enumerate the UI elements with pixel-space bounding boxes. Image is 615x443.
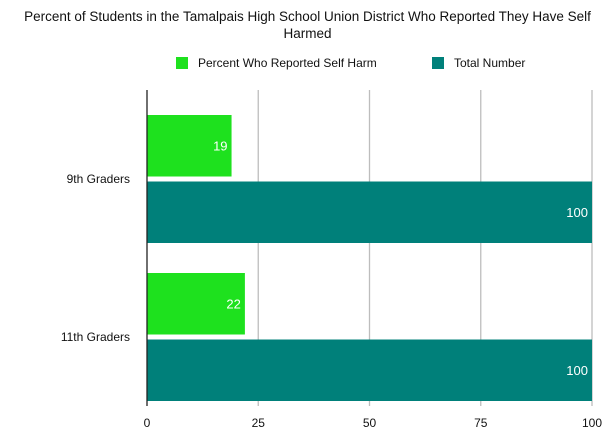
data-label-self-harm-1: 22 <box>226 296 240 311</box>
bar-self-harm-0 <box>147 115 232 177</box>
legend-label-self-harm: Percent Who Reported Self Harm <box>198 56 377 70</box>
x-tick-label-25: 25 <box>252 416 266 430</box>
chart-title: Percent of Students in the Tamalpais Hig… <box>0 8 615 42</box>
bar-self-harm-1 <box>147 273 245 335</box>
bar-total-0 <box>147 181 592 243</box>
chart-title-line-1: Percent of Students in the Tamalpais Hig… <box>24 9 591 24</box>
legend-item-self-harm: Percent Who Reported Self Harm <box>176 56 377 70</box>
legend-item-total-number: Total Number <box>432 56 525 70</box>
chart-title-line-2: Harmed <box>283 26 332 41</box>
legend-swatch-self-harm <box>176 57 188 69</box>
x-tick-label-75: 75 <box>474 416 488 430</box>
legend-swatch-total-number <box>432 57 444 69</box>
category-label-0: 9th Graders <box>67 172 130 186</box>
data-label-total-1: 100 <box>566 363 588 378</box>
x-tick-label-50: 50 <box>363 416 377 430</box>
legend-label-total-number: Total Number <box>454 56 526 70</box>
data-label-self-harm-0: 19 <box>213 138 227 153</box>
category-label-1: 11th Graders <box>61 330 130 344</box>
x-tick-label-0: 0 <box>144 416 151 430</box>
x-tick-label-100: 100 <box>582 416 602 430</box>
bar-total-1 <box>147 339 592 401</box>
data-label-total-0: 100 <box>566 205 588 220</box>
